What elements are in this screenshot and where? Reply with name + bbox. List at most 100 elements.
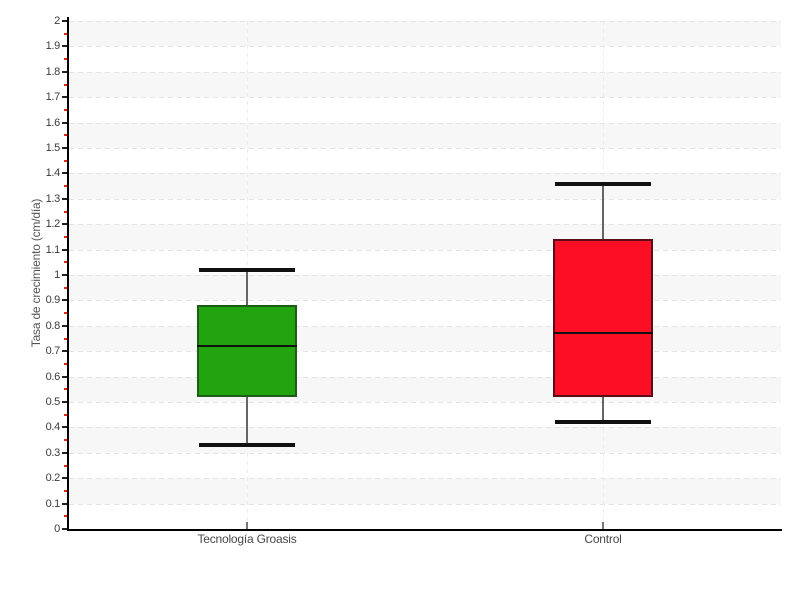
y-tick-label: 1	[54, 269, 60, 281]
gridline-h	[69, 376, 781, 378]
gridline-h	[69, 21, 781, 22]
grid-band	[69, 21, 781, 47]
grid-band	[69, 325, 781, 352]
y-minor-tick	[64, 159, 68, 162]
grid-band	[69, 427, 781, 453]
y-tick	[62, 248, 69, 251]
gridline-h	[69, 275, 781, 276]
y-minor-tick	[64, 413, 68, 416]
y-tick	[62, 172, 69, 175]
y-tick	[62, 528, 69, 530]
x-category-label: Control	[584, 532, 622, 546]
grid-band	[69, 275, 781, 301]
gridline-h	[69, 224, 781, 226]
box-median	[553, 332, 653, 335]
box-cap-max	[199, 267, 295, 272]
y-tick-label: 1.6	[45, 116, 61, 129]
y-tick-label: 1.3	[45, 192, 61, 205]
gridline-h	[69, 503, 781, 505]
y-tick	[62, 274, 69, 276]
y-tick	[62, 20, 69, 22]
grid-band	[69, 173, 781, 199]
y-minor-tick	[64, 235, 68, 238]
box-cap-min	[555, 420, 651, 425]
y-tick-label: 0.7	[45, 345, 61, 358]
box-whisker-lower	[602, 396, 604, 423]
grid-band	[69, 478, 781, 504]
gridline-h	[69, 249, 781, 251]
y-minor-tick	[64, 388, 68, 391]
y-tick	[62, 401, 69, 403]
gridline-h	[69, 122, 781, 124]
gridline-h	[69, 402, 781, 403]
y-minor-tick	[64, 439, 68, 442]
x-category-label: Tecnología Groasis	[197, 532, 297, 546]
y-minor-tick	[64, 312, 68, 315]
y-tick	[62, 350, 69, 353]
gridline-h	[69, 46, 781, 48]
y-minor-tick	[64, 108, 68, 111]
y-tick	[62, 299, 69, 302]
y-tick-label: 0.6	[45, 370, 61, 383]
y-tick-label: 0.8	[45, 319, 61, 332]
y-tick-label: 0.9	[45, 294, 61, 307]
y-tick-label: 0	[54, 523, 60, 535]
y-tick-label: 0.1	[45, 497, 61, 510]
y-tick	[62, 477, 69, 480]
y-tick-label: 1.2	[45, 218, 61, 231]
y-minor-tick	[64, 58, 68, 61]
y-tick	[62, 451, 69, 454]
y-tick	[62, 147, 69, 149]
y-tick-label: 1.7	[45, 91, 61, 104]
gridline-h	[69, 173, 781, 175]
y-minor-tick	[64, 489, 68, 492]
y-tick-label: 1.8	[45, 65, 61, 78]
gridline-h	[69, 71, 781, 73]
y-tick	[62, 502, 69, 505]
y-tick-label: 1.5	[45, 142, 61, 154]
y-tick	[62, 197, 69, 200]
grid-band	[69, 71, 781, 98]
box-body	[553, 239, 653, 397]
y-minor-tick	[64, 32, 68, 35]
y-tick-label: 0.4	[45, 421, 61, 434]
gridline-h	[69, 351, 781, 353]
box-whisker-upper	[246, 269, 248, 306]
y-tick	[62, 121, 69, 124]
gridline-h	[69, 198, 781, 200]
y-minor-tick	[64, 337, 68, 340]
y-tick-label: 0.3	[45, 446, 61, 459]
y-tick	[62, 375, 69, 378]
y-minor-tick	[64, 134, 68, 137]
box-cap-min	[199, 443, 295, 448]
box-whisker-upper	[602, 183, 604, 240]
y-minor-tick	[64, 362, 68, 365]
y-minor-tick	[64, 83, 68, 86]
y-tick	[62, 223, 69, 226]
y-tick-label: 2	[54, 15, 60, 27]
gridline-h	[69, 148, 781, 149]
y-minor-tick	[64, 515, 68, 518]
y-minor-tick	[64, 261, 68, 264]
grid-band	[69, 122, 781, 148]
gridline-h	[69, 427, 781, 429]
gridline-h	[69, 97, 781, 99]
gridline-h	[69, 300, 781, 302]
y-tick	[62, 324, 69, 327]
gridline-h	[69, 325, 781, 327]
y-axis-line	[67, 17, 69, 531]
y-tick-label: 0.2	[45, 472, 61, 485]
box-median	[197, 345, 297, 348]
y-tick	[62, 45, 69, 48]
y-minor-tick	[64, 286, 68, 289]
y-tick-label: 1.1	[45, 243, 61, 256]
y-tick-label: 0.5	[45, 396, 61, 408]
gridline-h	[69, 452, 781, 454]
grid-band	[69, 376, 781, 402]
box-cap-max	[555, 181, 651, 186]
box-body	[197, 305, 297, 397]
gridline-h	[69, 478, 781, 480]
box-whisker-lower	[246, 396, 248, 446]
y-minor-tick	[64, 210, 68, 213]
